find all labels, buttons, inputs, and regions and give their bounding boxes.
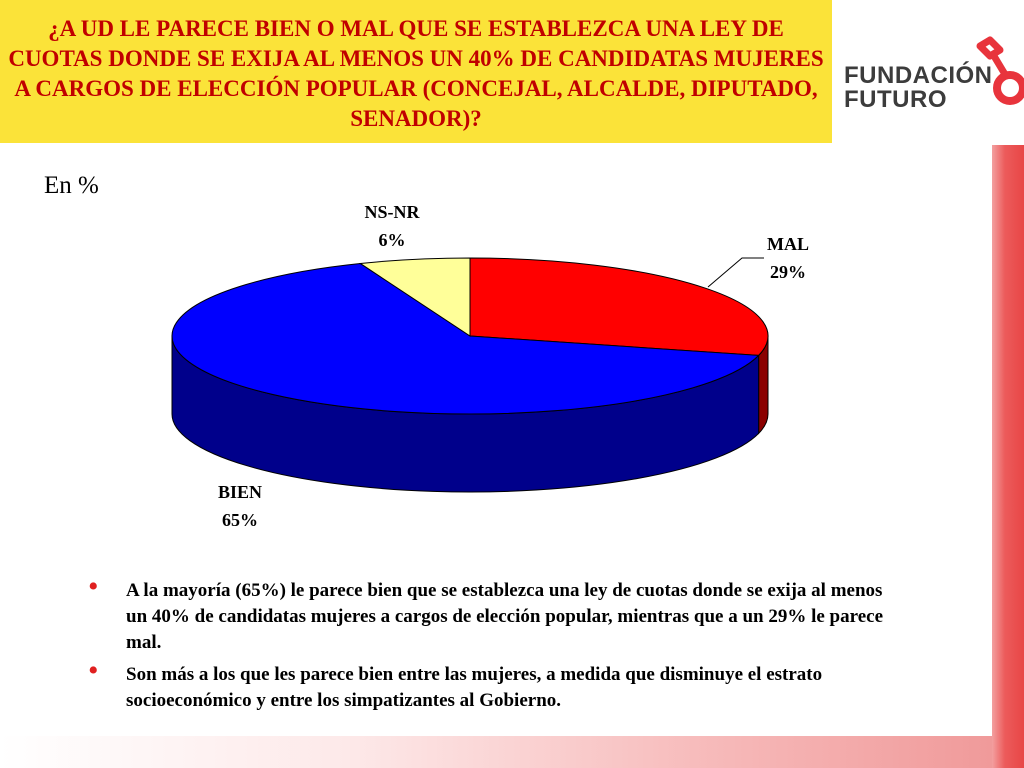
pie-slice-bien [171, 262, 760, 415]
bullet-list: • A la mayoría (65%) le parece bien que … [88, 572, 898, 720]
right-accent-strip [992, 145, 1024, 768]
slice-value-mal: 29% [770, 262, 806, 282]
logo-text-line2: FUTURO [844, 86, 947, 113]
fundacion-futuro-logo: FUNDACIÓN FUTURO [838, 30, 1024, 120]
bullet-item: • A la mayoría (65%) le parece bien que … [88, 572, 898, 656]
pie-slice-mal [469, 257, 769, 356]
pie-tops [171, 257, 769, 415]
slice-value-ns-nr: 6% [379, 230, 406, 250]
pie-slice-ns-nr [358, 257, 471, 337]
slice-value-bien: 65% [222, 510, 258, 530]
page-title: ¿A UD LE PARECE BIEN O MAL QUE SE ESTABL… [8, 16, 824, 131]
bullet-item: • Son más a los que les parece bien entr… [88, 656, 898, 714]
leader-line-mal [707, 257, 764, 288]
pie-labels: MAL 29% BIEN 65% NS-NR 6% [218, 202, 809, 530]
bullet-marker: • [88, 654, 99, 687]
bullet-text: A la mayoría (65%) le parece bien que se… [126, 580, 884, 653]
slice-label-ns-nr: NS-NR [364, 202, 420, 222]
logo-text-line1: FUNDACIÓN [844, 62, 993, 89]
key-logo-icon [976, 36, 1024, 105]
slice-label-mal: MAL [767, 234, 809, 254]
slice-label-bien: BIEN [218, 482, 262, 502]
bullet-text: Son más a los que les parece bien entre … [126, 664, 823, 711]
title-banner: ¿A UD LE PARECE BIEN O MAL QUE SE ESTABL… [0, 0, 832, 143]
chart-unit-label: En % [44, 172, 99, 199]
bottom-accent-strip [0, 736, 992, 768]
bullet-marker: • [88, 570, 99, 603]
